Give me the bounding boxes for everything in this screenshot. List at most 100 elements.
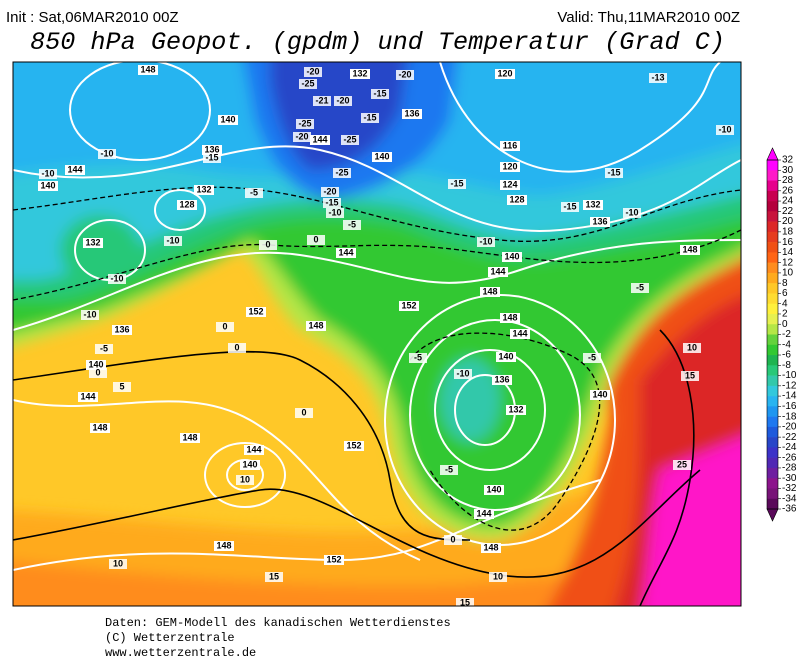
temperature-label: -15	[450, 178, 463, 188]
label-box	[590, 217, 610, 227]
temperature-label: -15	[373, 88, 386, 98]
scale-segment	[767, 406, 778, 417]
label-box	[495, 69, 515, 79]
temperature-label: -5	[250, 187, 258, 197]
label-box	[561, 202, 579, 212]
scale-label: 16	[782, 237, 794, 248]
scale-label: 4	[782, 298, 788, 309]
temperature-label: -10	[479, 236, 492, 246]
label-box	[194, 185, 214, 195]
temperature-label: -10	[41, 168, 54, 178]
temperature-label: -10	[100, 148, 113, 158]
temperature-label: 0	[95, 367, 100, 377]
scale-label: -10	[782, 370, 797, 381]
label-box	[506, 405, 526, 415]
geopotential-label: 148	[482, 286, 497, 296]
scale-label: 0	[782, 319, 788, 330]
scale-segment	[767, 426, 778, 438]
scale-label: -22	[782, 432, 797, 443]
label-box	[326, 208, 344, 218]
temperature-label: -5	[636, 282, 644, 292]
scale-label: 26	[782, 185, 794, 196]
scale-label: 14	[782, 247, 794, 258]
scale-segment	[767, 211, 778, 222]
temperature-label: 0	[450, 534, 455, 544]
temperature-label: 5	[119, 381, 124, 391]
label-box	[246, 307, 266, 317]
label-box	[333, 168, 351, 178]
scale-label: 22	[782, 206, 794, 217]
temperature-label: -10	[456, 368, 469, 378]
geopotential-label: 140	[242, 459, 257, 469]
label-box	[500, 180, 520, 190]
temperature-label: 0	[313, 234, 318, 244]
temperature-label: -20	[323, 186, 336, 196]
temperature-label: 0	[265, 239, 270, 249]
label-box	[510, 329, 530, 339]
temperature-label: 10	[687, 342, 697, 352]
label-box	[583, 200, 603, 210]
scale-segment	[767, 416, 778, 428]
geopotential-label: 140	[88, 359, 103, 369]
label-box	[177, 200, 197, 210]
temperature-label: -15	[205, 152, 218, 162]
label-box	[343, 220, 361, 230]
geopotential-label: 144	[80, 391, 95, 401]
hot-core	[642, 437, 741, 606]
label-box	[265, 572, 283, 582]
temperature-label: 15	[269, 571, 279, 581]
label-box	[108, 274, 126, 284]
scale-segment	[767, 293, 778, 305]
temperature-label: -10	[110, 273, 123, 283]
label-box	[477, 237, 495, 247]
label-box	[164, 236, 182, 246]
scale-label: 32	[782, 155, 794, 166]
scale-segment	[767, 334, 778, 346]
temperature-label: -21	[315, 95, 328, 105]
geopotential-label: 140	[504, 251, 519, 261]
scale-label: 24	[782, 196, 794, 207]
warm-isotherms	[13, 329, 701, 606]
label-box	[236, 475, 254, 485]
scale-segment	[767, 303, 778, 315]
temperature-label: -20	[295, 131, 308, 141]
scale-segment	[767, 313, 778, 325]
scale-label: 30	[782, 165, 794, 176]
temperature-contours	[13, 186, 741, 531]
label-box	[240, 460, 260, 470]
temperature-label: 10	[493, 571, 503, 581]
temperature-label: -25	[298, 118, 311, 128]
warm-band	[13, 445, 741, 606]
geopotential-label: 136	[204, 144, 219, 154]
scale-segment	[767, 283, 778, 294]
geopotential-label: 132	[85, 237, 100, 247]
label-box	[444, 535, 462, 545]
label-box	[180, 433, 200, 443]
temperature-label: -15	[607, 167, 620, 177]
geopotential-label: 144	[312, 134, 327, 144]
geopotential-label: 148	[483, 542, 498, 552]
geopotential-label: 128	[509, 194, 524, 204]
scale-segment	[767, 488, 778, 500]
geopotential-label: 140	[592, 389, 607, 399]
label-box	[500, 141, 520, 151]
label-box	[590, 390, 610, 400]
label-box	[372, 152, 392, 162]
temperature-label: 25	[677, 459, 687, 469]
scale-segment	[767, 221, 778, 233]
scale-segment	[767, 262, 778, 274]
geopotential-label: 128	[179, 199, 194, 209]
temperature-label: -25	[335, 167, 348, 177]
temperature-label: 15	[460, 597, 470, 607]
temperature-label: -5	[588, 352, 596, 362]
scale-label: 8	[782, 278, 788, 289]
temperature-label: -5	[445, 464, 453, 474]
scale-label: -36	[782, 504, 797, 515]
label-box	[109, 559, 127, 569]
scale-segment	[767, 467, 778, 479]
scale-segment	[767, 190, 778, 202]
label-box	[259, 240, 277, 250]
label-box	[202, 145, 222, 155]
temperature-label: -20	[306, 66, 319, 76]
